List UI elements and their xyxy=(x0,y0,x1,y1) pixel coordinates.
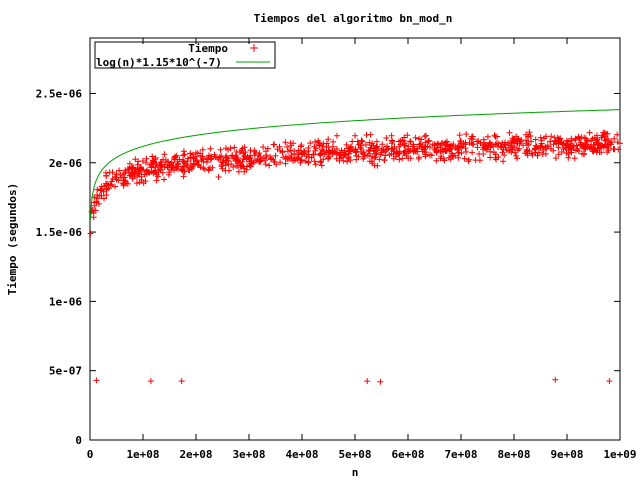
x-axis: 0 1e+08 2e+08 3e+08 4e+08 5e+08 6e+08 7e+08 8e+0… xyxy=(87,38,637,461)
y-tick-label: 5e-07 xyxy=(49,365,82,378)
series-line-model xyxy=(90,109,621,220)
plot-area xyxy=(87,37,623,441)
y-tick-label: 2e-06 xyxy=(49,157,82,170)
x-tick-label: 7e+08 xyxy=(444,448,477,461)
series-points-tiempo xyxy=(87,129,623,385)
plot-frame xyxy=(89,37,621,441)
legend-label-tiempo: Tiempo xyxy=(188,42,228,55)
legend-label-model: log(n)*1.15*10^(-7) xyxy=(96,56,222,69)
y-axis-label: Tiempo (segundos) xyxy=(6,183,19,296)
legend-marker-tiempo xyxy=(250,44,258,52)
x-tick-label: 0 xyxy=(87,448,94,461)
x-tick-label: 9e+08 xyxy=(550,448,583,461)
points-layer xyxy=(87,129,623,385)
x-tick-label: 5e+08 xyxy=(338,448,371,461)
y-tick-label: 1e-06 xyxy=(49,295,82,308)
legend: Tiempo log(n)*1.15*10^(-7) xyxy=(94,41,276,69)
x-tick-label: 4e+08 xyxy=(285,448,318,461)
y-axis: 0 5e-07 1e-06 1.5e-06 2e-06 2.5e-06 xyxy=(36,87,620,447)
x-tick-label: 3e+08 xyxy=(232,448,265,461)
x-tick-label: 1e+09 xyxy=(603,448,636,461)
y-tick-label: 0 xyxy=(75,434,82,447)
x-tick-label: 2e+08 xyxy=(179,448,212,461)
x-tick-label: 6e+08 xyxy=(391,448,424,461)
y-tick-label: 1.5e-06 xyxy=(36,226,83,239)
x-tick-label: 1e+08 xyxy=(126,448,159,461)
chart-title: Tiempos del algoritmo bn_mod_n xyxy=(254,12,453,25)
legend-box xyxy=(94,41,276,69)
y-tick-label: 2.5e-06 xyxy=(36,87,83,100)
x-tick-label: 8e+08 xyxy=(497,448,530,461)
x-axis-label: n xyxy=(352,466,359,479)
